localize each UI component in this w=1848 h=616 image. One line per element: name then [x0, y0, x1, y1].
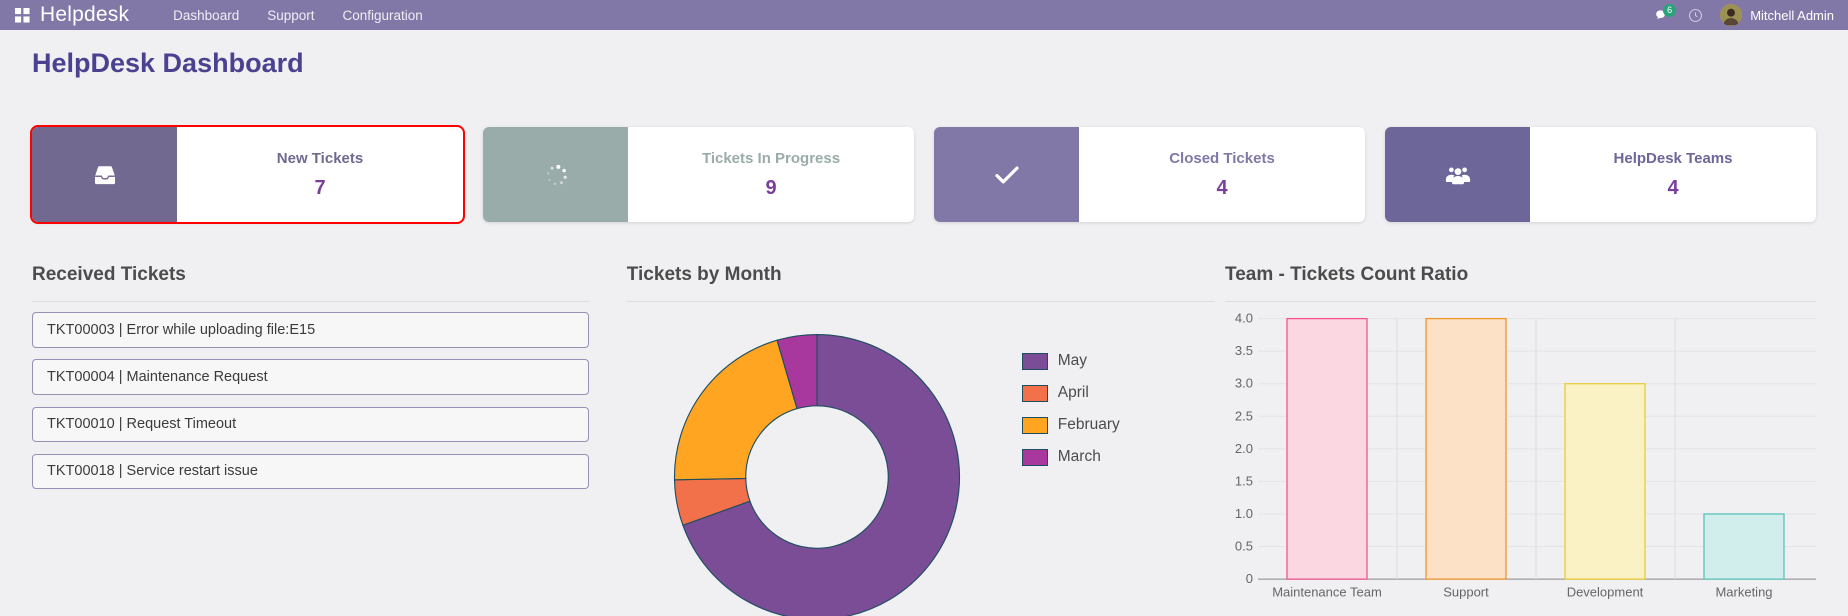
svg-text:3.0: 3.0 [1235, 376, 1253, 391]
svg-text:2.0: 2.0 [1235, 441, 1253, 456]
svg-text:Marketing: Marketing [1715, 585, 1772, 600]
svg-text:Support: Support [1443, 585, 1489, 600]
svg-text:2.5: 2.5 [1235, 408, 1253, 423]
svg-text:1.0: 1.0 [1235, 506, 1253, 521]
svg-text:0.5: 0.5 [1235, 539, 1253, 554]
svg-text:Development: Development [1567, 585, 1644, 600]
svg-text:4.0: 4.0 [1235, 311, 1253, 326]
svg-text:Maintenance Team: Maintenance Team [1272, 585, 1382, 600]
svg-text:3.5: 3.5 [1235, 343, 1253, 358]
svg-text:1.5: 1.5 [1235, 473, 1253, 488]
svg-text:0: 0 [1246, 571, 1253, 586]
